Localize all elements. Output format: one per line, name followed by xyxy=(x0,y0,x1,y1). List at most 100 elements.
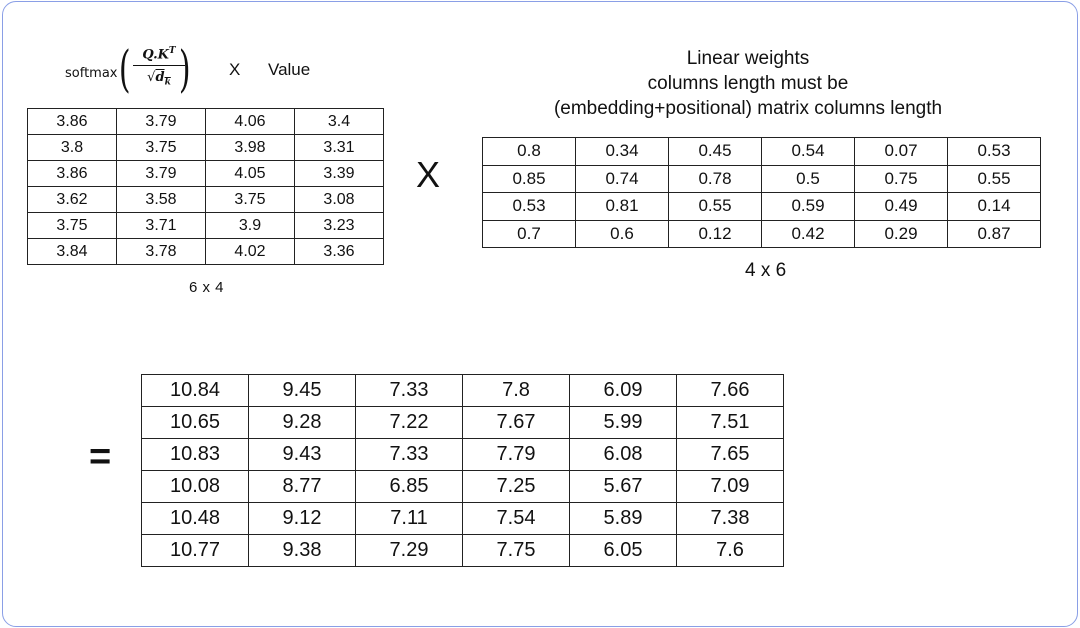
matrix-cell: 3.98 xyxy=(205,134,295,161)
linear-weights-matrix: 0.8 0.34 0.45 0.54 0.07 0.53 0.85 0.74 0.78 0.5 0.… xyxy=(482,137,1041,248)
caption-line: Linear weights xyxy=(686,48,810,69)
matrix-cell: 0.42 xyxy=(761,219,855,248)
matrix-row: 0.85 0.74 0.78 0.5 0.75 0.55 xyxy=(482,164,1041,193)
matrix-cell: 10.77 xyxy=(141,534,249,567)
matrix-cell: 3.71 xyxy=(116,212,206,239)
matrix-cell: 3.86 xyxy=(27,108,117,135)
matrix-cell: 3.4 xyxy=(294,108,384,135)
value-label: Value xyxy=(268,60,311,79)
matrix-cell: 3.86 xyxy=(27,160,117,187)
matrix-cell: 0.49 xyxy=(854,192,948,221)
matrix-cell: 0.53 xyxy=(482,192,576,221)
matrix-row: 3.84 3.78 4.02 3.36 xyxy=(27,238,384,265)
softmax-label: softmax xyxy=(65,66,118,81)
matrix-cell: 6.09 xyxy=(569,374,677,407)
matrix-cell: 3.79 xyxy=(116,160,206,187)
matrix-cell: 3.75 xyxy=(205,186,295,213)
matrix-cell: 7.29 xyxy=(355,534,463,567)
matrix-cell: 4.02 xyxy=(205,238,295,265)
matrix-cell: 0.8 xyxy=(482,137,576,166)
matrix-cell: 0.5 xyxy=(761,164,855,193)
matrix-row: 3.75 3.71 3.9 3.23 xyxy=(27,212,384,239)
matrix-row: 10.77 9.38 7.29 7.75 6.05 7.6 xyxy=(141,534,784,567)
matrix-row: 10.65 9.28 7.22 7.67 5.99 7.51 xyxy=(141,406,784,439)
matrix-cell: 9.45 xyxy=(248,374,356,407)
matrix-cell: 10.65 xyxy=(141,406,249,439)
matrix-cell: 5.99 xyxy=(569,406,677,439)
matrix1-dims: 6 x 4 xyxy=(189,279,225,296)
matrix-cell: 0.87 xyxy=(947,219,1041,248)
matrix-cell: 7.8 xyxy=(462,374,570,407)
matrix-cell: 7.6 xyxy=(676,534,784,567)
matrix-cell: 7.51 xyxy=(676,406,784,439)
matrix-cell: 9.28 xyxy=(248,406,356,439)
matrix-cell: 7.66 xyxy=(676,374,784,407)
matrix-cell: 4.05 xyxy=(205,160,295,187)
matrix-row: 3.86 3.79 4.05 3.39 xyxy=(27,160,384,187)
matrix-row: 0.7 0.6 0.12 0.42 0.29 0.87 xyxy=(482,219,1041,248)
matrix-cell: 10.83 xyxy=(141,438,249,471)
matrix-cell: 10.84 xyxy=(141,374,249,407)
matrix-cell: 0.6 xyxy=(575,219,669,248)
linear-weights-caption: Linear weights columns length must be (e… xyxy=(508,46,988,121)
matrix-cell: 0.29 xyxy=(854,219,948,248)
matrix-cell: 3.79 xyxy=(116,108,206,135)
matrix-cell: 3.75 xyxy=(116,134,206,161)
matrix-cell: 3.36 xyxy=(294,238,384,265)
matrix-cell: 7.75 xyxy=(462,534,570,567)
matrix-cell: 6.05 xyxy=(569,534,677,567)
matrix-cell: 0.55 xyxy=(668,192,762,221)
matrix-cell: 3.9 xyxy=(205,212,295,239)
matrix-cell: 3.39 xyxy=(294,160,384,187)
matrix-cell: 0.78 xyxy=(668,164,762,193)
matrix-cell: 5.67 xyxy=(569,470,677,503)
matrix-cell: 0.85 xyxy=(482,164,576,193)
matrix-cell: 7.33 xyxy=(355,374,463,407)
matrix-cell: 0.59 xyxy=(761,192,855,221)
fraction-numerator: Q.KT xyxy=(133,46,185,67)
left-paren: ( xyxy=(118,40,131,98)
matrix-cell: 0.74 xyxy=(575,164,669,193)
matrix-cell: 7.79 xyxy=(462,438,570,471)
matrix-cell: 7.11 xyxy=(355,502,463,535)
matrix-cell: 0.54 xyxy=(761,137,855,166)
matrix-cell: 0.7 xyxy=(482,219,576,248)
matrix-cell: 3.62 xyxy=(27,186,117,213)
matrix-cell: 10.48 xyxy=(141,502,249,535)
matrix-cell: 3.23 xyxy=(294,212,384,239)
matrix-row: 10.48 9.12 7.11 7.54 5.89 7.38 xyxy=(141,502,784,535)
matrix2-dims: 4 x 6 xyxy=(745,260,787,281)
fraction-denominator: √dk xyxy=(147,70,171,88)
right-paren: ) xyxy=(178,40,191,98)
caption-line: (embedding+positional) matrix columns le… xyxy=(553,98,943,119)
matrix-cell: 8.77 xyxy=(248,470,356,503)
equals-symbol: = xyxy=(89,436,112,478)
matrix-cell: 7.22 xyxy=(355,406,463,439)
matrix-cell: 7.67 xyxy=(462,406,570,439)
matrix-cell: 0.45 xyxy=(668,137,762,166)
multiply-symbol: X xyxy=(416,154,441,195)
matrix-row: 3.86 3.79 4.06 3.4 xyxy=(27,108,384,135)
matrix-cell: 9.43 xyxy=(248,438,356,471)
result-matrix: 10.84 9.45 7.33 7.8 6.09 7.66 10.65 9.28 7.22 7.6… xyxy=(141,374,784,567)
matrix-row: 3.8 3.75 3.98 3.31 xyxy=(27,134,384,161)
matrix-cell: 0.55 xyxy=(947,164,1041,193)
matrix-row: 0.53 0.81 0.55 0.59 0.49 0.14 xyxy=(482,192,1041,221)
matrix-cell: 7.38 xyxy=(676,502,784,535)
matrix-row: 0.8 0.34 0.45 0.54 0.07 0.53 xyxy=(482,137,1041,166)
matrix-cell: 5.89 xyxy=(569,502,677,535)
matrix-cell: 6.85 xyxy=(355,470,463,503)
matrix-cell: 4.06 xyxy=(205,108,295,135)
matrix-cell: 0.12 xyxy=(668,219,762,248)
matrix-cell: 0.14 xyxy=(947,192,1041,221)
matrix-row: 3.62 3.58 3.75 3.08 xyxy=(27,186,384,213)
matrix-cell: 7.54 xyxy=(462,502,570,535)
fraction: Q.KT √dk xyxy=(133,46,185,88)
matrix-cell: 3.84 xyxy=(27,238,117,265)
matrix-cell: 7.65 xyxy=(676,438,784,471)
matrix-cell: 10.08 xyxy=(141,470,249,503)
matrix-row: 10.83 9.43 7.33 7.79 6.08 7.65 xyxy=(141,438,784,471)
matrix-cell: 3.58 xyxy=(116,186,206,213)
matrix-cell: 7.33 xyxy=(355,438,463,471)
